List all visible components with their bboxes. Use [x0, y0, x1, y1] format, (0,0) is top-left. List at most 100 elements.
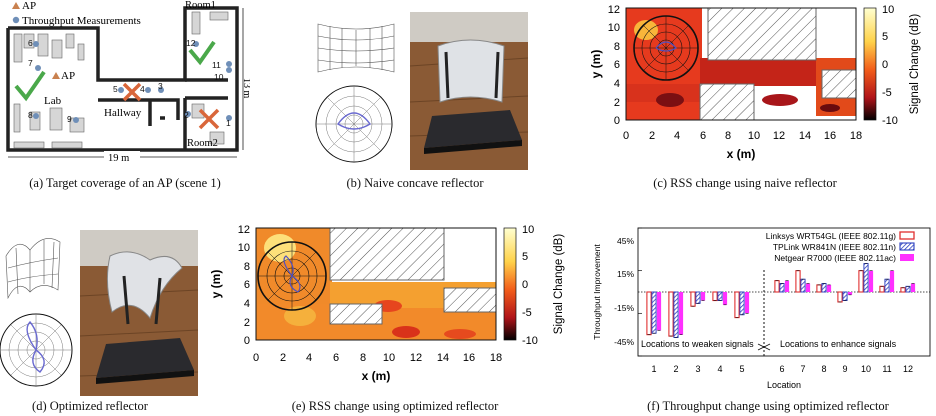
point-label: 5	[113, 84, 118, 94]
x-tick-label: 16	[824, 130, 836, 142]
bar-netgear-loc-12	[910, 283, 916, 292]
legend-swatch-tplink	[899, 242, 915, 251]
x-tick-label: 1	[651, 364, 656, 374]
naive-reflector-panel	[300, 6, 530, 170]
y-tick-label: 12	[238, 224, 250, 236]
x-tick-label: 2	[673, 364, 678, 374]
lab-furniture	[13, 11, 229, 149]
colorbar-tick: 0	[882, 59, 888, 71]
bar-linksys-loc-6	[774, 280, 780, 293]
bar-linksys-loc-5	[734, 291, 740, 319]
point-label: 3	[158, 81, 163, 91]
colorbar-tick: -10	[882, 115, 898, 127]
y-tick-label: 6	[244, 279, 250, 291]
x-tick-label: 2	[649, 130, 655, 142]
point-label: 7	[28, 58, 33, 68]
x-tick-label: 6	[779, 364, 784, 374]
point-label: 10	[214, 72, 224, 82]
x-tick-label: 4	[674, 130, 680, 142]
optimized-reflector-photo	[79, 230, 199, 396]
bar-tplink-loc-2	[673, 291, 679, 338]
caption-d: (d) Optimized reflector	[32, 399, 148, 413]
weaken-region-label: Locations to weaken signals	[641, 339, 754, 349]
x-tick-label: 12	[903, 364, 913, 374]
colorbar-tick: 0	[522, 279, 528, 291]
x-tick-label: 3	[695, 364, 700, 374]
colorbar-tick: 5	[522, 251, 528, 263]
y-tick-label: 2	[614, 97, 620, 109]
colorbar-tick: -5	[882, 87, 892, 99]
y-tick-label: 4	[614, 78, 620, 90]
naive-reflector-photo	[409, 12, 529, 170]
lab-label: Lab	[44, 95, 62, 107]
heatmap-e-cells	[256, 227, 497, 340]
bar-netgear-loc-5	[744, 292, 750, 314]
y-tick-label: -45%	[614, 337, 634, 347]
room2-label: Room2	[187, 138, 218, 149]
hallway-label: Hallway	[104, 107, 142, 119]
bar-linksys-loc-12	[900, 287, 906, 293]
concave-mesh-icon	[317, 23, 395, 73]
measurement-legend-icon	[12, 16, 20, 24]
y-axis-label: Throughput Improvement	[592, 244, 602, 340]
bar-netgear-loc-9	[847, 292, 853, 295]
x-tick-label: 8	[360, 352, 366, 364]
bar-tplink-loc-4	[717, 291, 723, 301]
bar-netgear-loc-11	[889, 270, 895, 292]
x-tick-label: 0	[623, 130, 629, 142]
bar-netgear-loc-10	[868, 270, 874, 292]
y-tick-label: -15%	[614, 303, 634, 313]
legend-swatch-linksys	[899, 231, 915, 240]
legend-label-tplink: TPLink WR841N (IEEE 802.11n)	[773, 242, 896, 252]
bar-tplink-loc-5	[739, 291, 745, 316]
optimized-mesh-icon	[5, 238, 61, 300]
caption-b: (b) Naive concave reflector	[346, 176, 484, 190]
x-tick-label: 2	[280, 352, 286, 364]
height-dimension-label: 13 m	[241, 78, 250, 99]
optimized-reflector-panel	[0, 226, 200, 398]
colorbar-label: Signal Change (dB)	[553, 234, 565, 335]
bar-linksys-loc-9	[837, 291, 843, 303]
x-tick-label: 12	[773, 130, 785, 142]
point-label: 12	[186, 38, 196, 48]
ap-marker-icon	[52, 72, 60, 79]
x-axis-label: x (m)	[362, 369, 391, 383]
y-axis-label: y (m)	[589, 50, 603, 79]
x-tick-label: 8	[821, 364, 826, 374]
bar-netgear-loc-1	[656, 292, 662, 331]
measurement-points	[33, 41, 232, 123]
x-tick-label: 14	[437, 352, 449, 364]
x-tick-label: 5	[739, 364, 744, 374]
legend-label-netgear: Netgear R7000 (IEEE 802.11ac)	[774, 253, 896, 263]
x-tick-label: 10	[383, 352, 395, 364]
bar-linksys-loc-7	[795, 270, 801, 293]
bar-linksys-loc-10	[858, 270, 864, 293]
legend-swatch-netgear	[900, 254, 914, 261]
bar-tplink-loc-11	[884, 278, 890, 293]
bar-linksys-loc-11	[879, 285, 885, 293]
point-label: 8	[28, 110, 33, 120]
bar-netgear-loc-3	[700, 292, 706, 301]
x-tick-label: 16	[463, 352, 475, 364]
caption-c: (c) RSS change using naive reflector	[653, 176, 837, 190]
x-tick-label: 0	[253, 352, 259, 364]
throughput-chart-panel: 1 2 3 4 5 6 7 8 9 10 11 12 Linksys WRT54GL (IEEE 80…	[588, 222, 936, 392]
x-tick-label: 11	[882, 364, 891, 374]
y-tick-label: 15%	[617, 269, 634, 279]
lab-check-icon	[14, 70, 46, 102]
y-tick-label: 6	[614, 59, 620, 71]
heatmap-c-panel: 0 2 4 6 8 10 12 14 16 18 0 2 4 6 8 10 12…	[560, 0, 936, 170]
x-tick-label: 7	[800, 364, 805, 374]
heatmap-c-figure: 0 2 4 6 8 10 12 14 16 18 0 2 4 6 8 10 12…	[589, 4, 921, 161]
point-label: 4	[140, 84, 145, 94]
bar-tplink-loc-7	[800, 278, 806, 293]
bars-layer: 1 2 3 4 5 6 7 8 9 10 11 12	[638, 227, 930, 374]
chart-legend: Linksys WRT54GL (IEEE 802.11g) TPLink WR…	[766, 231, 915, 263]
floorplan-panel: AP Throughput Measurements Room1 Room2	[0, 0, 252, 170]
caption-f: (f) Throughput change using optimized re…	[647, 399, 889, 413]
bar-tplink-loc-10	[863, 263, 869, 293]
bar-linksys-loc-3	[690, 291, 696, 307]
bar-netgear-loc-2	[678, 292, 684, 335]
y-tick-label: 0	[244, 335, 250, 347]
x-tick-label: 10	[861, 364, 871, 374]
